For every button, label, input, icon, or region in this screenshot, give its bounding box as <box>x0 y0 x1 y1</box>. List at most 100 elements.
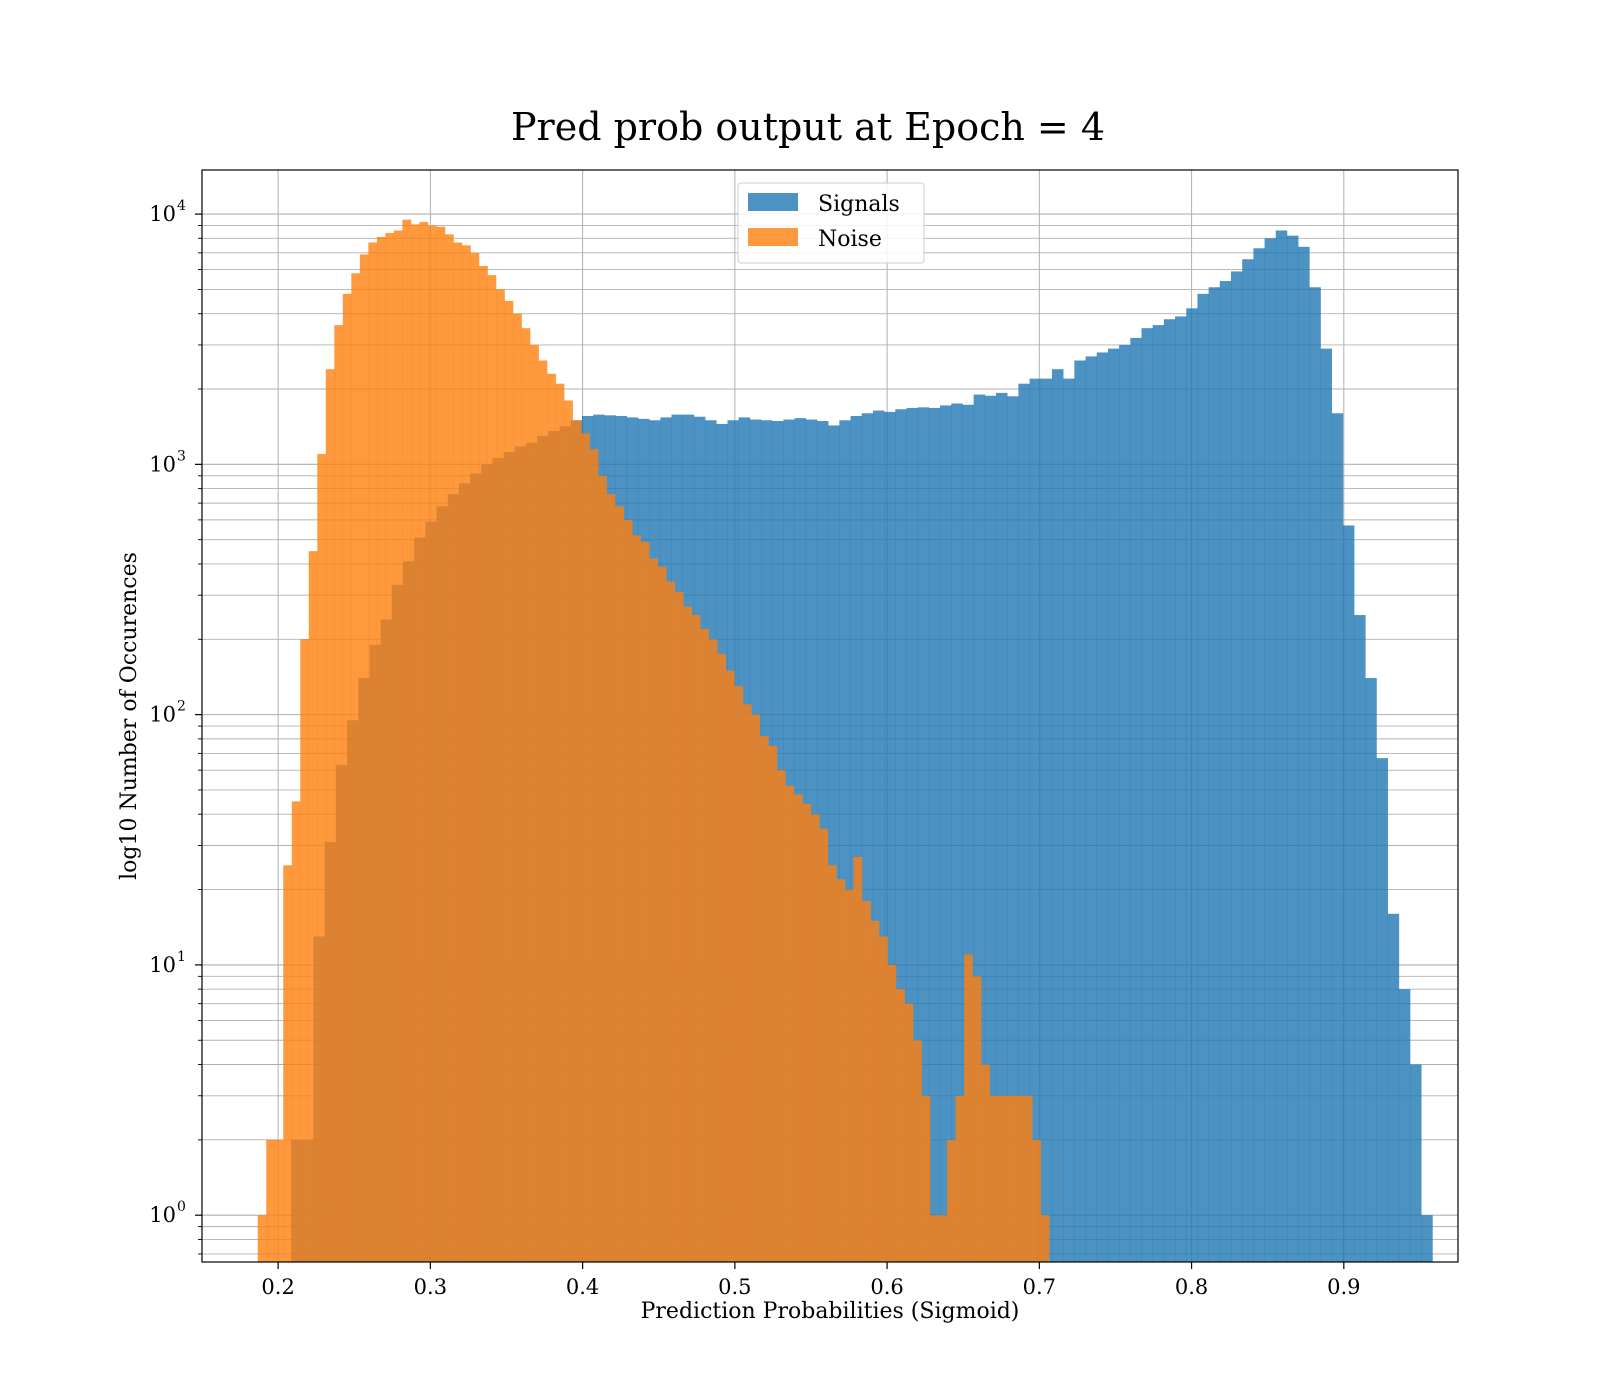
bar-noise <box>921 1095 931 1262</box>
bar-noise <box>793 794 803 1262</box>
bar-noise <box>453 242 463 1262</box>
bar-signals <box>973 394 986 1262</box>
bar-noise <box>632 535 641 1262</box>
bar-signals <box>1398 989 1411 1262</box>
bar-noise <box>725 670 735 1262</box>
bar-signals <box>1410 1064 1422 1262</box>
bar-noise <box>819 828 829 1262</box>
bar-noise <box>964 954 973 1262</box>
bar-noise <box>300 639 310 1262</box>
bar-noise <box>802 803 812 1262</box>
series-noise <box>257 219 1050 1263</box>
bar-noise <box>649 558 659 1262</box>
bar-noise <box>325 369 335 1262</box>
bar-noise <box>334 325 344 1263</box>
x-tick-label: 0.8 <box>1175 1275 1208 1299</box>
bar-noise <box>589 449 599 1263</box>
bars-layer <box>257 219 1433 1263</box>
bar-signals <box>1007 396 1019 1262</box>
bar-noise <box>291 801 301 1262</box>
legend-label-signals: Signals <box>818 192 900 217</box>
bar-signals <box>1186 308 1198 1262</box>
bar-noise <box>385 233 395 1262</box>
bar-noise <box>461 245 471 1262</box>
bar-signals <box>906 407 918 1262</box>
bar-noise <box>785 785 795 1262</box>
bar-noise <box>691 615 701 1262</box>
bar-signals <box>996 392 1008 1263</box>
bar-noise <box>504 300 514 1263</box>
bar-noise <box>487 275 497 1263</box>
legend-label-noise: Noise <box>818 227 882 252</box>
x-tick-label: 0.2 <box>261 1275 294 1299</box>
bar-signals <box>1331 413 1344 1263</box>
bar-noise <box>674 591 684 1262</box>
y-tick-label: 10 <box>149 703 176 727</box>
bar-noise <box>598 475 607 1262</box>
bar-signals <box>1365 678 1377 1262</box>
bar-noise <box>998 1095 1007 1262</box>
bar-signals <box>1320 348 1333 1263</box>
bar-signals <box>1253 248 1265 1263</box>
bar-signals <box>1298 246 1310 1262</box>
bar-noise <box>555 383 565 1262</box>
y-tick-exponent: 2 <box>177 699 186 715</box>
bar-signals <box>1163 319 1176 1262</box>
bar-signals <box>850 416 863 1262</box>
bar-noise <box>1032 1139 1041 1262</box>
x-tick-label: 0.3 <box>414 1275 447 1299</box>
bar-noise <box>981 1064 990 1262</box>
bar-signals <box>1107 348 1120 1263</box>
bar-signals <box>1175 316 1187 1262</box>
bar-noise <box>759 736 769 1262</box>
bar-noise <box>683 606 693 1262</box>
bar-noise <box>496 289 505 1263</box>
bar-signals <box>1376 758 1388 1262</box>
bar-signals <box>1141 328 1153 1262</box>
bar-signals <box>1085 356 1098 1262</box>
bar-noise <box>436 226 446 1263</box>
bar-signals <box>1387 913 1400 1262</box>
bar-signals <box>1130 337 1142 1263</box>
bar-noise <box>376 236 386 1263</box>
bar-noise <box>989 1095 999 1262</box>
bar-noise <box>266 1139 276 1262</box>
bar-signals <box>1421 1215 1433 1262</box>
bar-noise <box>615 506 624 1262</box>
bar-signals <box>1074 360 1086 1263</box>
bar-signals <box>1208 287 1221 1262</box>
bar-signals <box>1231 271 1243 1263</box>
x-axis-label: Prediction Probabilities (Sigmoid) <box>641 1299 1020 1324</box>
bar-noise <box>742 704 752 1262</box>
bar-noise <box>836 879 846 1262</box>
y-tick-exponent: 4 <box>177 198 186 214</box>
bar-noise <box>844 889 854 1262</box>
bar-noise <box>878 936 888 1262</box>
x-tick-label: 0.6 <box>870 1275 903 1299</box>
bar-noise <box>895 989 905 1262</box>
x-tick-label: 0.5 <box>718 1275 751 1299</box>
bar-signals <box>1018 383 1030 1262</box>
bar-noise <box>342 293 352 1262</box>
bar-noise <box>351 273 361 1262</box>
bar-signals <box>1029 378 1042 1263</box>
bar-noise <box>972 976 982 1262</box>
bar-noise <box>870 920 880 1262</box>
y-tick-label: 10 <box>149 452 176 476</box>
bar-noise <box>427 225 437 1263</box>
bar-noise <box>547 373 556 1262</box>
bar-noise <box>768 745 778 1262</box>
bar-signals <box>928 407 941 1262</box>
bar-signals <box>872 410 885 1262</box>
bar-noise <box>947 1139 956 1262</box>
bar-noise <box>317 453 327 1262</box>
bar-noise <box>402 219 412 1262</box>
bar-noise <box>521 328 531 1262</box>
bar-signals <box>1051 369 1064 1262</box>
bar-noise <box>861 901 871 1262</box>
bar-noise <box>751 714 761 1262</box>
bar-noise <box>393 230 403 1262</box>
y-tick-label: 10 <box>149 953 176 977</box>
legend-swatch-signals <box>748 193 798 211</box>
